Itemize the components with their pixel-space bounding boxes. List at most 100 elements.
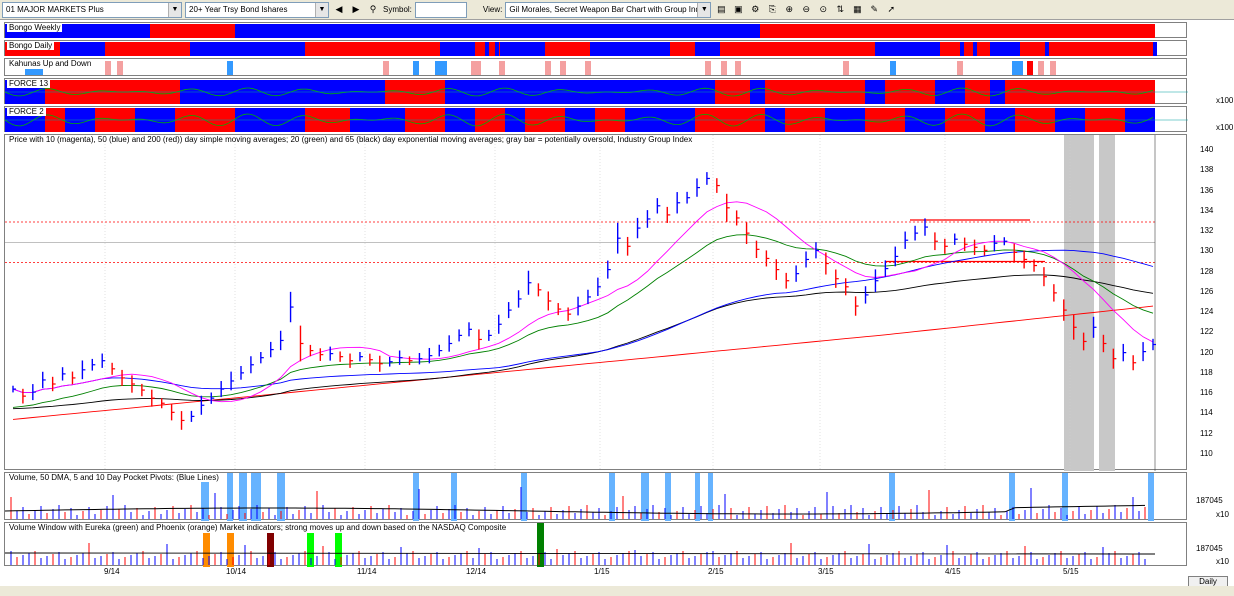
kahunas-bar [545,61,551,75]
kahunas-bar [957,61,963,75]
bongo-daily-tick [1005,42,1010,56]
date-tick-label: 3/15 [818,567,834,576]
date-tick-label: 4/15 [945,567,961,576]
kahunas-bar [735,61,741,75]
bongo-weekly-segment [150,24,235,38]
bongo-daily-panel: Bongo Daily [4,40,1187,56]
date-tick-label: 9/14 [104,567,120,576]
bongo-daily-segment [305,42,440,56]
bongo-daily-tick [973,42,977,56]
kahunas-bar [435,61,441,75]
chevron-down-icon[interactable]: ▼ [315,2,328,17]
symbol-input[interactable] [414,1,467,18]
pocket-pivot-bar [201,473,209,521]
bongo-daily-tick [495,42,499,56]
indicator-icon[interactable]: ✎ [870,4,879,14]
price-tick-label: 126 [1200,286,1214,296]
price-chart [5,135,1156,471]
volume-50dma-line [5,504,1146,515]
settings-icon[interactable]: ⚙ [751,4,760,14]
price-tick-label: 116 [1200,388,1213,398]
force-line [5,87,1154,97]
pocket-pivot-bar [1009,473,1015,521]
sma10-line [12,201,1154,403]
market-indicator-bar [203,533,210,567]
price-tick-label: 122 [1200,327,1214,337]
compare-icon[interactable]: ⇅ [836,4,845,14]
zoom-out-icon[interactable]: ⊖ [802,4,811,14]
binoculars-icon[interactable]: ⚲ [369,4,377,14]
pocket-pivot-bar [451,473,457,521]
copy-icon[interactable]: ⎘ [768,4,776,14]
price-tick-label: 110 [1200,448,1213,458]
force13-unit: x100 [1216,96,1234,105]
list-combo-value: 01 MAJOR MARKETS Plus [6,5,104,14]
force-line [5,113,1154,127]
bongo-daily-segment [940,42,990,56]
bongo-daily-segment [695,42,720,56]
zoom-reset-icon[interactable]: ⊙ [819,4,828,14]
price-tick-label: 132 [1200,226,1214,236]
kahunas-bar [890,61,896,75]
kahunas-bar [413,61,419,75]
force2-label: FORCE 2 [7,107,46,116]
bongo-weekly-segment [235,24,760,38]
save-icon[interactable]: ▣ [734,4,743,14]
price-tick-label: 114 [1200,408,1213,418]
price-tick-label: 120 [1200,347,1214,357]
view-combo[interactable]: Gil Morales, Secret Weapon Bar Chart wit… [505,1,712,18]
bongo-daily-tick [960,42,964,56]
bongo-daily-segment [590,42,670,56]
ema20-line [12,234,1154,408]
bongo-daily-segment [105,42,190,56]
pocket-pivot-bar [239,473,247,521]
price-panel: Price with 10 (magenta), 50 (blue) and 2… [4,134,1187,471]
main-toolbar: 01 MAJOR MARKETS Plus ▼ 20+ Year Trsy Bo… [0,0,1234,20]
next-arrow-icon[interactable]: ▶ [352,4,360,14]
export-icon[interactable]: ➚ [887,4,896,14]
force2-strip [5,108,1188,132]
volume2-unit: x10 [1216,557,1229,566]
kahunas-bar [105,61,111,75]
bongo-daily-tick [485,42,489,56]
bongo-daily-segment [190,42,305,56]
zoom-in-icon[interactable]: ⊕ [785,4,794,14]
table-icon[interactable]: ▦ [853,4,862,14]
kahunas-bar [843,61,849,75]
pocket-pivot-bar [1062,473,1068,521]
prev-arrow-icon[interactable]: ◀ [335,4,343,14]
kahunas-bar [499,61,505,75]
bongo-daily-segment [720,42,875,56]
volume-window-label: Volume Window with Eureka (green) and Ph… [7,523,509,532]
kahunas-bar [1027,61,1033,75]
kahunas-bar [227,61,233,75]
bongo-daily-segment [1065,42,1155,56]
price-label: Price with 10 (magenta), 50 (blue) and 2… [7,135,695,144]
chevron-down-icon[interactable]: ▼ [168,2,181,17]
pocket-pivot-bar [708,473,713,521]
security-combo[interactable]: 20+ Year Trsy Bond Ishares ▼ [185,1,329,18]
price-tick-label: 136 [1200,185,1214,195]
kahunas-label: Kahunas Up and Down [7,59,94,68]
pocket-pivot-bar [609,473,615,521]
kahunas-bar [560,61,566,75]
status-bar [0,586,1234,596]
kahunas-panel: Kahunas Up and Down [4,58,1187,76]
date-tick-label: 12/14 [466,567,487,576]
security-combo-value: 20+ Year Trsy Bond Ishares [189,5,288,14]
price-tick-label: 128 [1200,266,1214,276]
bongo-daily-strip [5,42,1157,56]
price-tick-label: 134 [1200,205,1214,215]
bongo-weekly-segment [760,24,1155,38]
market-indicator-bar [267,533,274,567]
chevron-down-icon[interactable]: ▼ [697,2,711,17]
list-combo[interactable]: 01 MAJOR MARKETS Plus ▼ [2,1,182,18]
kahunas-bar [383,61,389,75]
date-tick-label: 1/15 [594,567,610,576]
pocket-pivot-bar [227,473,233,521]
pocket-pivot-bar [521,473,527,521]
price-tick-label: 118 [1200,367,1213,377]
pocket-pivot-bar [251,473,261,521]
oversold-bar [1064,135,1094,471]
chart-view-icon[interactable]: ▤ [717,4,726,14]
